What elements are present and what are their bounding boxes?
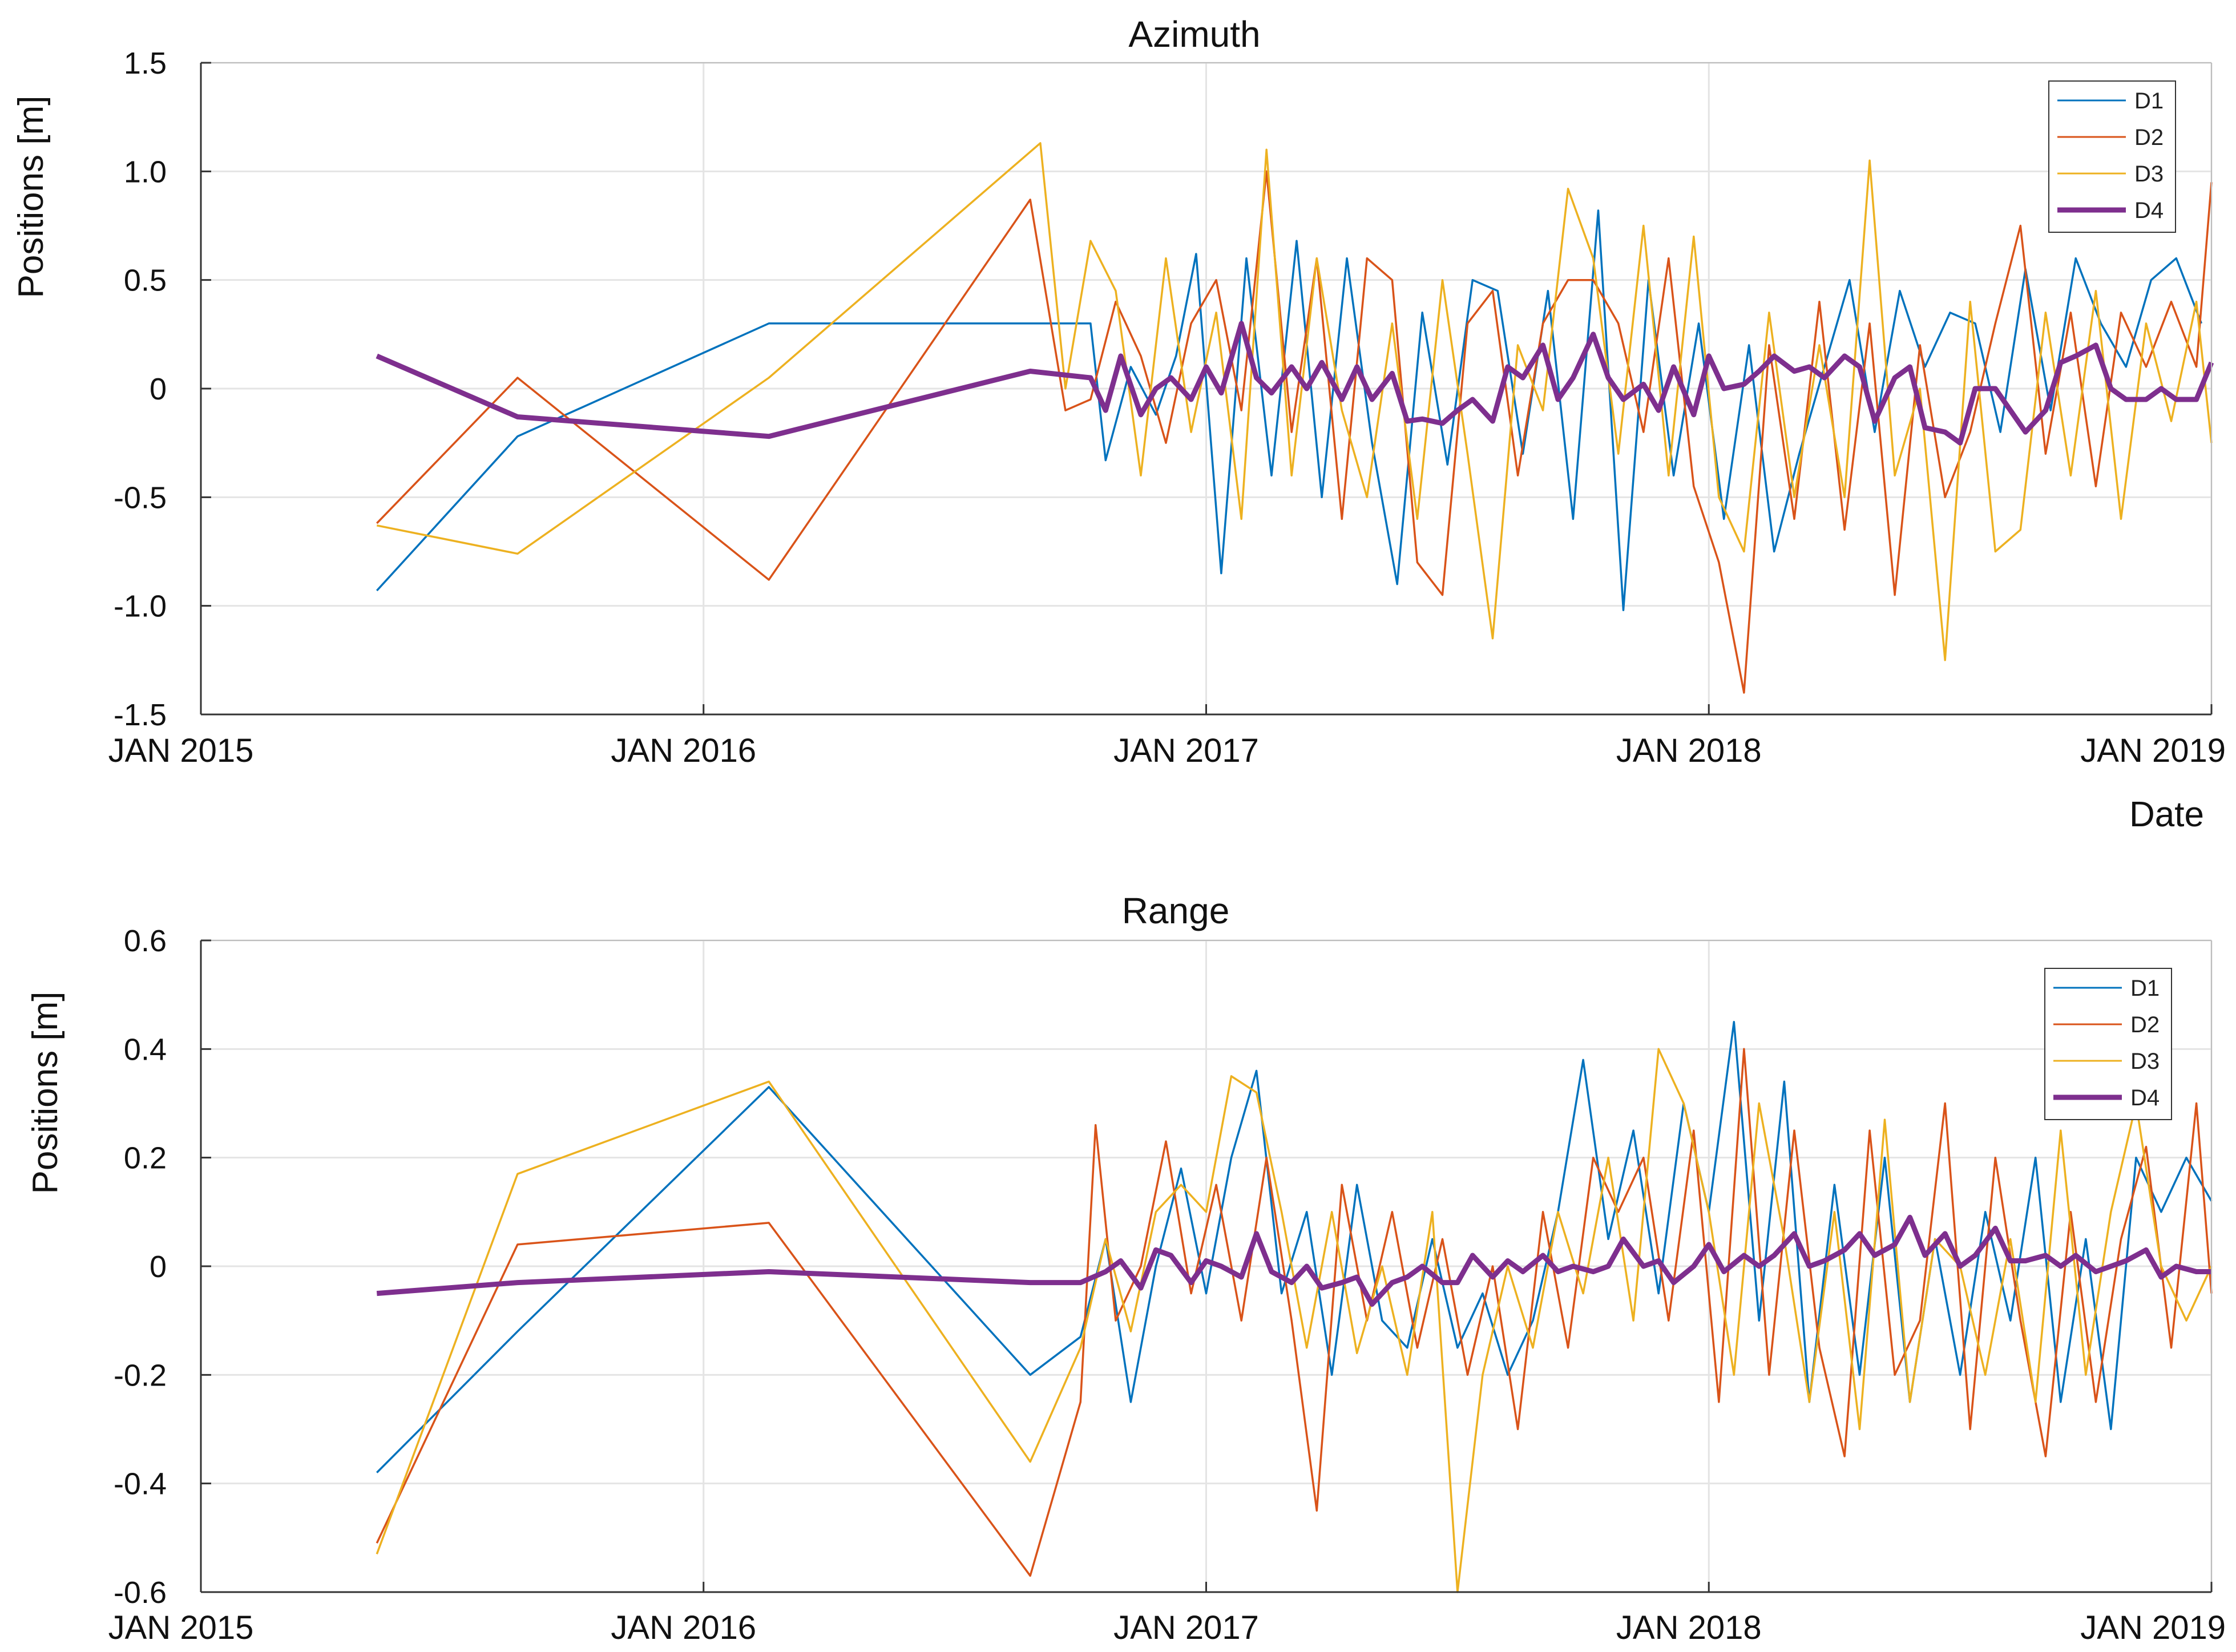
azimuth-legend: D1 D2 D3 D4 [2048,80,2176,233]
range-x-tick-label: JAN 2018 [1616,1609,1762,1646]
range-x-tick-label: JAN 2016 [611,1609,756,1646]
azimuth-series-d2-line [376,170,2213,694]
range-y-tick-label: -0.6 [114,1576,167,1610]
azimuth-x-tick-label: JAN 2019 [2080,732,2226,769]
range-series-d4-line [376,1214,2211,1307]
azimuth-y-tick-label: 0 [150,372,167,406]
range-y-tick-label: -0.2 [114,1358,167,1392]
azimuth-legend-d4-label: D4 [2134,198,2164,223]
azimuth-x-tick-label: JAN 2018 [1616,732,1762,769]
range-x-tick-label: JAN 2017 [1113,1609,1259,1646]
range-y-tick-label: 0.2 [124,1141,167,1176]
azimuth-chart-title: Azimuth [1128,14,1260,55]
azimuth-x-tick-label: JAN 2017 [1113,732,1259,769]
azimuth-legend-d1-label: D1 [2134,88,2164,114]
azimuth-x-axis-label: Date [2129,795,2204,834]
azimuth-legend-d2-label: D2 [2134,125,2164,150]
range-x-tick-label: JAN 2019 [2080,1609,2226,1646]
azimuth-legend-d3-label: D3 [2134,161,2164,187]
azimuth-legend-box [2048,80,2176,233]
range-legend-d3-label: D3 [2130,1049,2160,1074]
range-legend-d2-label: D2 [2130,1012,2160,1037]
azimuth-y-tick-label: 1.0 [124,155,167,189]
range-y-tick-label: -0.4 [114,1467,167,1501]
range-y-tick-label: 0.4 [124,1032,167,1067]
range-legend: D1 D2 D3 D4 [2044,968,2172,1120]
azimuth-series-d1-line [376,209,2203,612]
range-chart: Range Positions [m] 0.6 0.4 0.2 0 -0.2 -0.4 -0… [26,890,2226,1646]
range-y-axis-label: Positions [m] [26,992,65,1194]
azimuth-x-tick-label: JAN 2015 [108,732,254,769]
azimuth-series-d4-line [376,321,2214,446]
azimuth-y-tick-label: -0.5 [114,480,167,515]
range-legend-box [2044,968,2172,1120]
azimuth-chart: Azimuth Positions [m] Date 1.5 1.0 0.5 0 -0.… [11,14,2226,834]
azimuth-y-axis-label: Positions [m] [11,96,51,298]
azimuth-x-tick-label: JAN 2016 [611,732,756,769]
azimuth-y-tick-label: -1.0 [114,589,167,624]
azimuth-y-tick-label: -1.5 [114,698,167,732]
azimuth-y-tick-label: 0.5 [124,264,167,298]
range-x-tick-label: JAN 2015 [108,1609,254,1646]
range-chart-title: Range [1122,890,1230,931]
range-legend-d4-label: D4 [2130,1085,2160,1110]
range-y-tick-label: 0 [150,1250,167,1284]
range-series-d3-line [376,1048,2213,1593]
range-y-tick-label: 0.6 [124,924,167,958]
azimuth-series-d3-line [376,142,2213,661]
azimuth-y-tick-label: 1.5 [124,46,167,80]
range-legend-d1-label: D1 [2130,976,2160,1001]
